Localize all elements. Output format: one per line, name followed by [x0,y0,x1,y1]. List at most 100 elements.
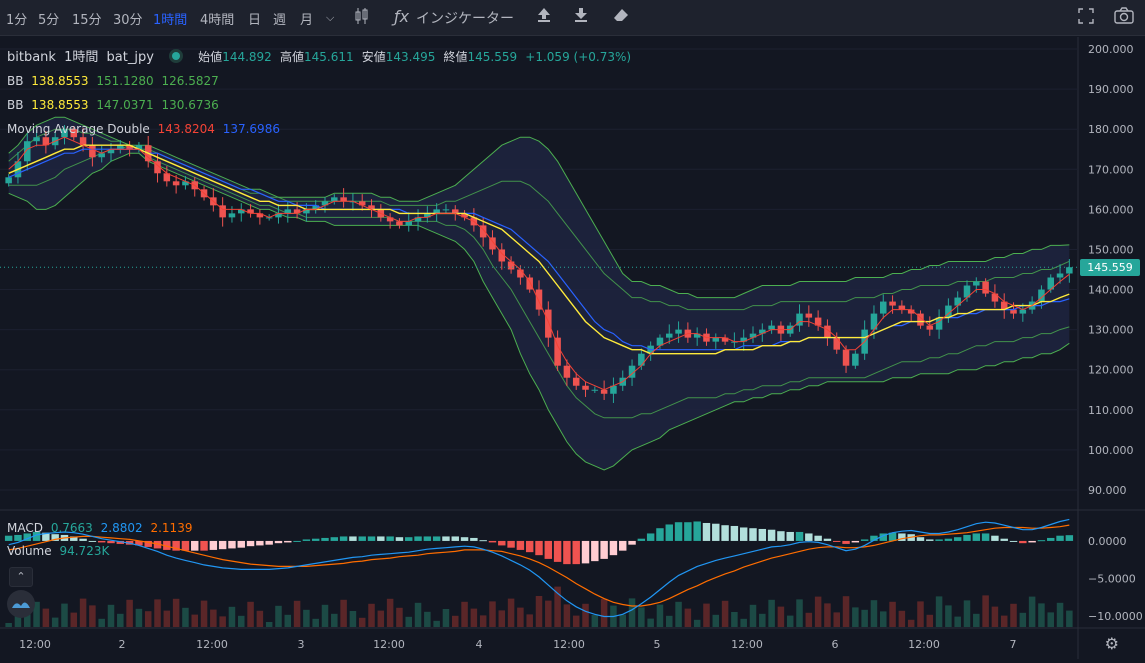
volume-bar [973,613,980,627]
macd-histogram-bar [833,540,841,542]
candle-body [852,353,859,366]
time-tick-label: 12:00 [196,638,228,651]
current-price-tag: 145.559 [1080,259,1140,276]
macd-histogram-bar [535,540,543,556]
macd-histogram-bar [851,540,860,543]
volume-bar [786,615,794,627]
timeframe-1h[interactable]: 1時間 [153,13,188,28]
candle-body [517,269,524,278]
timeframe-4h[interactable]: 4時間 [200,13,235,28]
volume-bar [805,612,813,627]
volume-bar [945,605,952,627]
candle-type-icon[interactable] [354,7,370,29]
download-icon[interactable] [573,7,589,27]
macd-histogram-bar [898,533,906,541]
timeframe-week[interactable]: 週 [273,13,287,28]
settings-gear-icon[interactable]: ⚙ [1104,634,1119,653]
indicator-fx-icon[interactable]: ƒx [394,7,410,26]
volume-bar [377,610,385,627]
candle-body [414,217,422,222]
macd-histogram-bar [991,535,999,541]
macd-histogram-bar [470,537,478,541]
macd-histogram-bar [1056,535,1064,541]
candle-body [814,317,822,326]
macd-histogram-bar [405,537,413,541]
bb2-label: BB [7,98,24,112]
macd-histogram-bar [23,533,31,541]
macd-histogram-bar [879,533,887,541]
candle-body [917,313,924,326]
volume-bar [833,612,840,627]
chevron-down-icon[interactable]: ⌵ [326,11,335,24]
candle-body [424,213,431,218]
ma-label: Moving Average Double [7,122,150,136]
candle-body [963,285,971,298]
macd-histogram-bar [963,534,971,541]
candle-body [107,149,115,154]
macd-histogram-bar [1047,537,1055,541]
candle-body [907,309,915,314]
macd-histogram-bar [646,533,655,541]
volume-bar [135,608,143,627]
collapse-legend-button[interactable]: ⌃ [9,567,33,587]
volume-bar [24,607,31,627]
candle-body [182,181,189,186]
volume-bar [256,610,264,627]
timeframe-15m[interactable]: 15分 [72,13,102,28]
macd-histogram-bar [749,528,757,541]
macd-histogram-bar [926,539,934,541]
volume-bar [442,609,450,627]
bb2-mid: 138.8553 [31,98,89,112]
camera-icon[interactable] [1114,7,1134,29]
macd-histogram-bar [842,540,850,544]
eraser-icon[interactable] [612,7,630,27]
volume-bar [70,612,78,627]
timeframe-day[interactable]: 日 [248,13,262,28]
timeframe-1m[interactable]: 1分 [6,13,28,28]
volume-bar [1010,603,1017,627]
time-tick-label: 12:00 [731,638,763,651]
macd-histogram-bar [488,540,497,543]
fullscreen-icon[interactable] [1077,7,1095,29]
candle-body [433,209,440,214]
volume-bar [647,618,654,627]
macd-histogram-bar [981,533,990,541]
candle-body [98,153,105,158]
volume-bar [126,599,133,627]
timeframe-5m[interactable]: 5分 [38,13,60,28]
time-tick-label: 7 [1010,638,1017,651]
upload-icon[interactable] [536,7,552,27]
bb2-upper: 147.0371 [96,98,154,112]
candle-body [945,305,952,318]
tradingview-logo[interactable] [7,590,35,618]
volume-bar [759,613,766,627]
price-tick-label: 150.000 [1088,243,1134,256]
candle-body [452,209,459,214]
volume-bar [368,603,375,627]
volume-bar [852,607,859,627]
volume-bar [79,598,87,627]
macd-histogram-bar [88,540,97,542]
volume-bar [907,619,915,627]
price-tick-label: 190.000 [1088,83,1134,96]
timeframe-30m[interactable]: 30分 [113,13,143,28]
volume-bar [638,607,645,627]
macd-histogram-bar [767,529,776,541]
volume-bar [721,600,729,627]
timeframe-month[interactable]: 月 [300,13,314,28]
candlestick-chart[interactable]: 200.000 190.000 180.000 170.000 160.000 150.0… [0,37,1145,659]
volume-bar [117,613,124,627]
macd-histogram-bar [358,536,366,541]
volume-bar [889,601,896,627]
macd-histogram-bar [181,540,190,551]
chart-area[interactable]: 200.000 190.000 180.000 170.000 160.000 150.0… [0,37,1145,659]
macd-histogram-bar [544,540,553,559]
indicators-button[interactable]: インジケーター [416,11,514,27]
volume-bar [991,606,999,627]
macd-histogram-bar [42,532,50,541]
candle-body [721,337,729,342]
change-value: +1.059 (+0.73%) [525,50,632,64]
bb1-lower: 126.5827 [161,74,219,88]
candle-body [5,177,12,184]
top-toolbar: 1分 5分 15分 30分 1時間 4時間 日 週 月 ⌵ ƒx インジケーター [0,0,1145,36]
